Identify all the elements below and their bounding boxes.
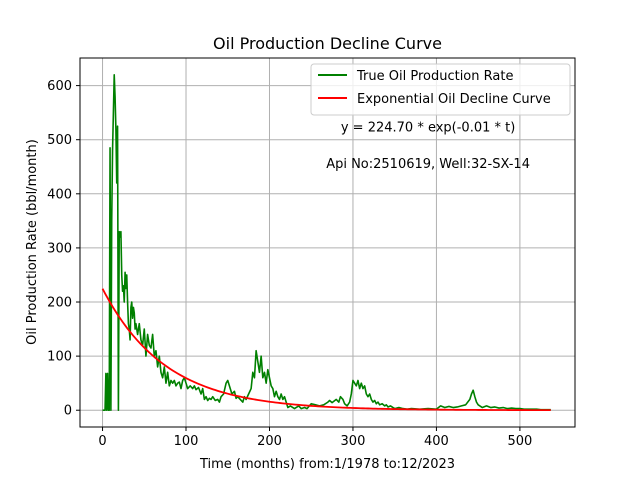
legend-box	[310, 63, 571, 116]
x-tick-label: 0	[98, 434, 106, 449]
y-axis-label: Oil Production Rate (bbl/month)	[25, 139, 40, 345]
legend: True Oil Production Rate Exponential Oil…	[310, 63, 571, 116]
x-axis-label: Time (months) from:1/1978 to:12/2023	[199, 457, 455, 472]
x-tick-label: 200	[257, 434, 282, 449]
y-tick-label: 300	[47, 241, 72, 256]
legend-label-true-rate: True Oil Production Rate	[356, 69, 513, 84]
axes-frame	[79, 57, 576, 428]
x-tick-label: 100	[174, 434, 199, 449]
x-tick-label: 300	[341, 434, 366, 449]
series-exponential-oil-decline-curve	[101, 288, 551, 412]
chart-title: Oil Production Decline Curve	[213, 34, 442, 53]
y-tick-label: 600	[47, 79, 72, 94]
legend-label-exponential-curve: Exponential Oil Decline Curve	[357, 92, 551, 107]
x-tick-label: 500	[507, 434, 532, 449]
y-tick-label: 0	[64, 404, 72, 419]
well-id-annotation: Api No:2510619, Well:32-SX-14	[326, 157, 530, 172]
x-axis-ticks: 0 100 200 300 400 500	[98, 427, 532, 449]
y-tick-label: 200	[47, 296, 72, 311]
y-tick-label: 100	[47, 350, 72, 365]
y-tick-label: 500	[47, 133, 72, 148]
x-tick-label: 400	[424, 434, 449, 449]
y-axis-ticks: 0 100 200 300 400 500 600	[47, 79, 80, 419]
equation-annotation: y = 224.70 * exp(-0.01 * t)	[341, 121, 515, 136]
plot-lines	[101, 73, 551, 412]
y-tick-label: 400	[47, 187, 72, 202]
